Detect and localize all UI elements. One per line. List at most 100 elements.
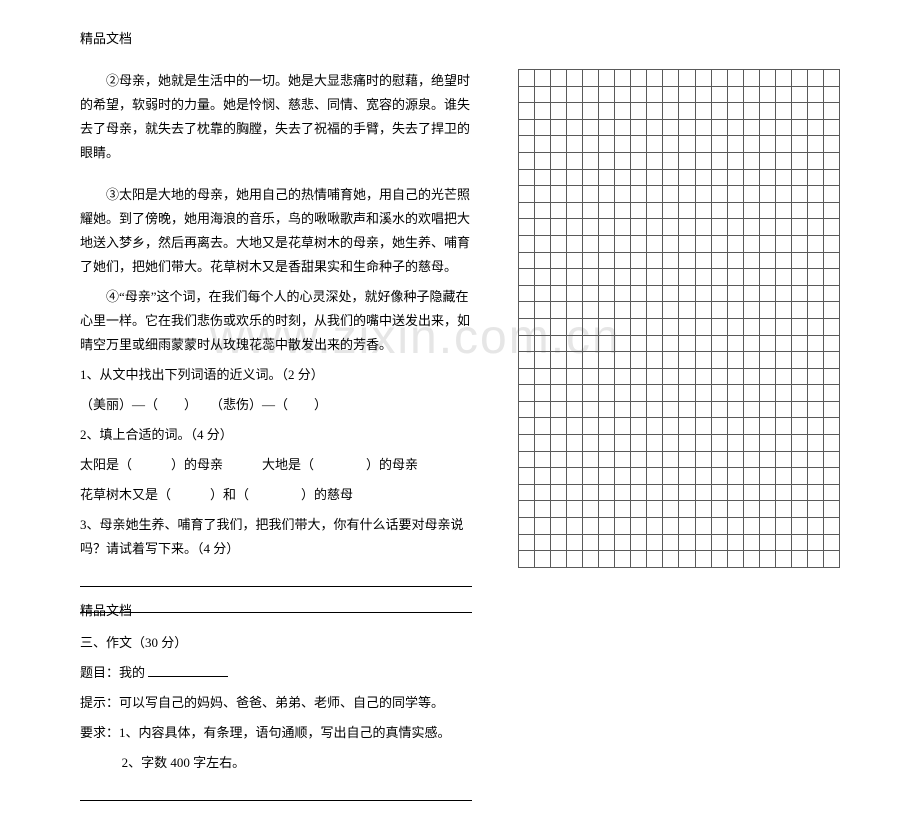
grid-cell: [727, 501, 743, 518]
grid-cell: [615, 119, 631, 136]
grid-cell: [663, 468, 679, 485]
grid-cell: [551, 219, 567, 236]
grid-cell: [535, 484, 551, 501]
grid-cell: [791, 435, 807, 452]
grid-cell: [519, 368, 535, 385]
grid-cell: [567, 484, 583, 501]
grid-cell: [599, 352, 615, 369]
grid-cell: [663, 435, 679, 452]
grid-cell: [615, 435, 631, 452]
grid-cell: [743, 103, 759, 120]
grid-cell: [631, 451, 647, 468]
grid-cell: [679, 435, 695, 452]
grid-cell: [519, 136, 535, 153]
grid-cell: [567, 335, 583, 352]
grid-cell: [679, 401, 695, 418]
grid-cell: [727, 401, 743, 418]
grid-cell: [759, 136, 775, 153]
grid-cell: [519, 385, 535, 402]
grid-cell: [647, 534, 663, 551]
grid-cell: [583, 202, 599, 219]
grid-cell: [583, 186, 599, 203]
grid-cell: [711, 385, 727, 402]
grid-cell: [599, 86, 615, 103]
grid-cell: [807, 302, 823, 319]
grid-cell: [583, 468, 599, 485]
grid-cell: [599, 418, 615, 435]
grid-cell: [791, 385, 807, 402]
grid-cell: [823, 219, 839, 236]
grid-cell: [631, 435, 647, 452]
grid-cell: [775, 152, 791, 169]
grid-cell: [791, 235, 807, 252]
grid-cell: [791, 468, 807, 485]
grid-cell: [711, 70, 727, 87]
question-2-line1: 太阳是（ ）的母亲 大地是（ ）的母亲: [80, 453, 472, 477]
grid-cell: [807, 70, 823, 87]
grid-cell: [759, 385, 775, 402]
grid-cell: [647, 152, 663, 169]
grid-cell: [567, 86, 583, 103]
left-column: ②母亲，她就是生活中的一切。她是大显悲痛时的慰藉，绝望时的希望，软弱时的力量。她…: [80, 69, 472, 807]
grid-cell: [519, 285, 535, 302]
grid-cell: [631, 468, 647, 485]
grid-cell: [759, 103, 775, 120]
grid-cell: [791, 202, 807, 219]
grid-cell: [679, 368, 695, 385]
grid-cell: [711, 435, 727, 452]
grid-cell: [631, 86, 647, 103]
grid-cell: [727, 119, 743, 136]
grid-cell: [711, 235, 727, 252]
grid-cell: [567, 169, 583, 186]
composition-title-blank: [148, 663, 228, 677]
grid-cell: [727, 202, 743, 219]
grid-cell: [695, 451, 711, 468]
grid-cell: [759, 318, 775, 335]
grid-cell: [727, 285, 743, 302]
grid-cell: [727, 169, 743, 186]
grid-cell: [535, 269, 551, 286]
grid-cell: [647, 302, 663, 319]
grid-cell: [695, 484, 711, 501]
grid-cell: [807, 103, 823, 120]
grid-cell: [535, 219, 551, 236]
grid-cell: [775, 186, 791, 203]
grid-cell: [775, 70, 791, 87]
grid-cell: [583, 70, 599, 87]
grid-cell: [695, 103, 711, 120]
grid-cell: [695, 518, 711, 535]
grid-cell: [615, 401, 631, 418]
grid-cell: [823, 302, 839, 319]
grid-cell: [663, 70, 679, 87]
grid-cell: [599, 70, 615, 87]
grid-cell: [823, 70, 839, 87]
grid-cell: [727, 186, 743, 203]
grid-cell: [807, 136, 823, 153]
grid-cell: [807, 352, 823, 369]
grid-cell: [807, 119, 823, 136]
grid-cell: [759, 401, 775, 418]
grid-cell: [663, 551, 679, 568]
grid-cell: [743, 451, 759, 468]
grid-cell: [823, 451, 839, 468]
grid-cell: [823, 119, 839, 136]
grid-cell: [807, 86, 823, 103]
grid-cell: [519, 86, 535, 103]
grid-cell: [551, 468, 567, 485]
grid-cell: [791, 186, 807, 203]
grid-cell: [775, 335, 791, 352]
page-container: 精品文档 ②母亲，她就是生活中的一切。她是大显悲痛时的慰藉，绝望时的希望，软弱时…: [0, 0, 920, 827]
grid-cell: [535, 352, 551, 369]
grid-cell: [791, 169, 807, 186]
grid-cell: [711, 202, 727, 219]
grid-cell: [551, 484, 567, 501]
grid-cell: [535, 186, 551, 203]
grid-cell: [775, 501, 791, 518]
grid-cell: [519, 219, 535, 236]
grid-cell: [663, 451, 679, 468]
grid-cell: [807, 235, 823, 252]
grid-cell: [599, 435, 615, 452]
grid-cell: [759, 518, 775, 535]
grid-cell: [823, 518, 839, 535]
grid-cell: [631, 152, 647, 169]
